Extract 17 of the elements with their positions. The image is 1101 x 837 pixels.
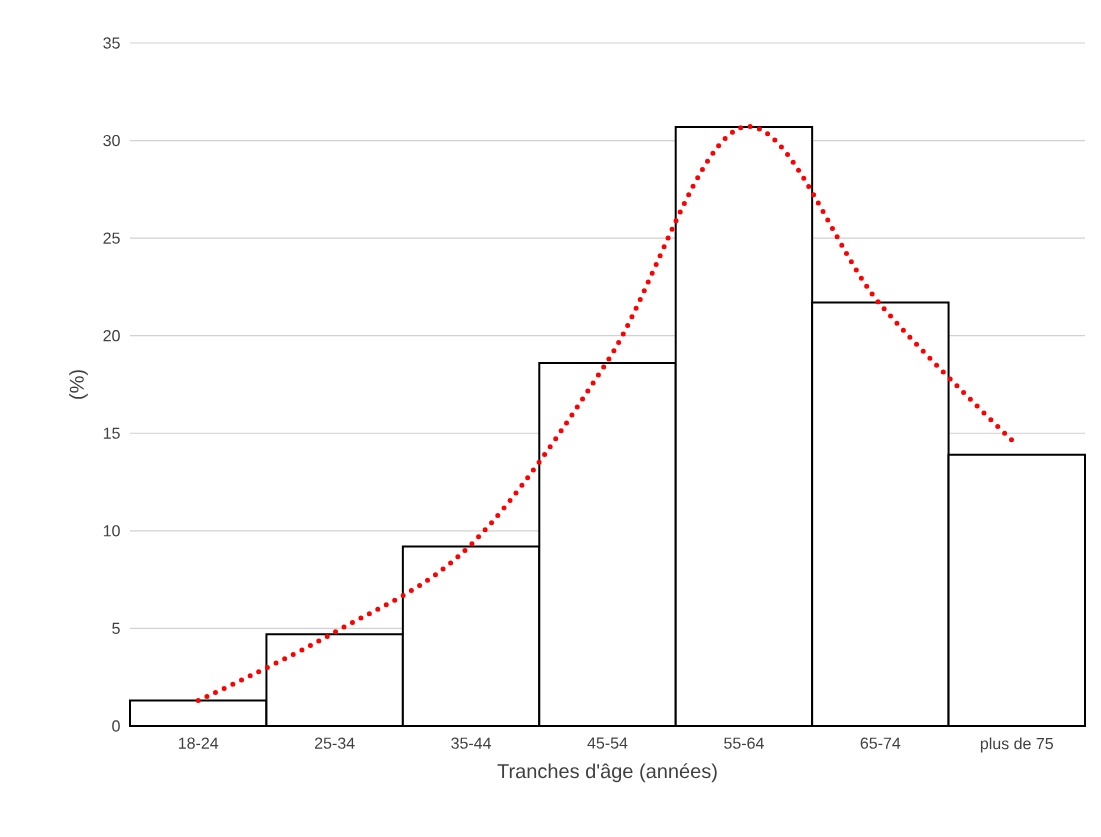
- y-tick-label: 30: [103, 134, 120, 147]
- y-tick-label: 20: [103, 330, 120, 342]
- x-tick-label: 55-64: [724, 737, 764, 749]
- x-tick-label: 25-34: [314, 737, 355, 749]
- y-tick-label: 0: [112, 720, 120, 732]
- x-tick-label: 35-44: [451, 737, 492, 749]
- x-tick-label: 65-74: [860, 737, 901, 749]
- y-axis-title: (%): [69, 370, 88, 399]
- y-tick-label: 15: [103, 427, 120, 439]
- x-tick-label: 18-24: [178, 737, 219, 749]
- y-tick-label: 5: [112, 622, 120, 634]
- y-tick-label: 10: [103, 525, 120, 537]
- x-axis-title: Tranches d'âge (années): [497, 763, 717, 783]
- x-tick-label: 45-54: [587, 737, 628, 749]
- y-tick-label: 25: [103, 232, 120, 244]
- x-tick-label: plus de 75: [980, 737, 1053, 753]
- y-tick-label: 35: [103, 37, 120, 49]
